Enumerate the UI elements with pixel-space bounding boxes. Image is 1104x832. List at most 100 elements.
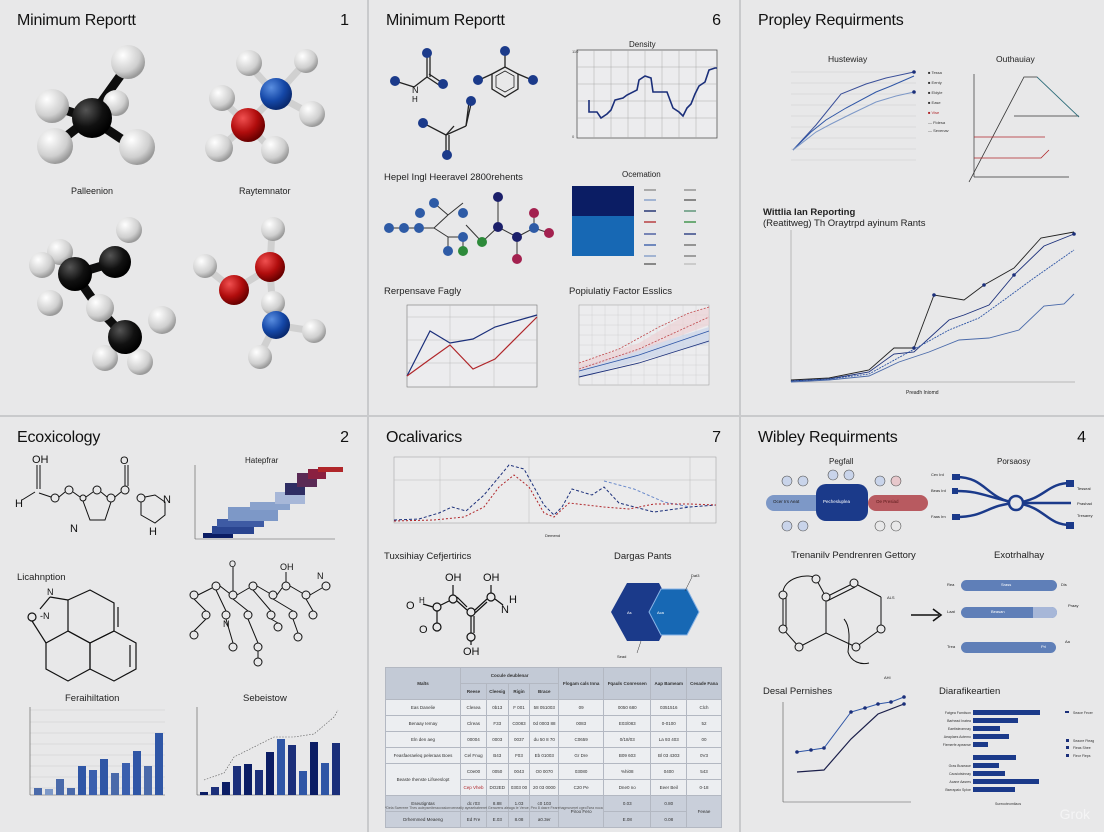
svg-text:Seace Fecer: Seace Fecer bbox=[1073, 711, 1094, 715]
chart3-subtitle: (Reatitweg) Th Oraytrpd ayinum Rants bbox=[763, 218, 926, 229]
network-graph bbox=[384, 192, 554, 264]
pathway-left-1: Cev Ird bbox=[931, 472, 944, 477]
flow-node-right: Oe Presiad bbox=[876, 499, 899, 504]
pathway-left-3: Faas Irn bbox=[931, 514, 946, 519]
stacked-block-legend bbox=[572, 186, 696, 265]
density-line-chart: 110 0 bbox=[572, 49, 718, 139]
svg-text:H: H bbox=[412, 95, 418, 104]
svg-text:Acane Aasres: Acane Aasres bbox=[949, 780, 971, 784]
svg-text:N: N bbox=[317, 571, 324, 581]
struct-label-als: ALS bbox=[887, 595, 895, 600]
struct-title: Trenanilv Pendrenren Gettory bbox=[791, 550, 916, 561]
two-series-line-chart bbox=[406, 304, 538, 388]
svg-text:Caosiotsinnay: Caosiotsinnay bbox=[949, 772, 971, 776]
panel-minimum-report-1: Minimum Reportt 1 bbox=[0, 0, 367, 415]
svg-text:N: N bbox=[47, 587, 54, 597]
panel-propley-requirements: Propley Requirments Hustewiay ■ Tessa ■ E… bbox=[741, 0, 1104, 415]
table-header-cell: Fqauls Conressen bbox=[602, 667, 652, 700]
bar-chart2-title: Sebeistow bbox=[243, 693, 287, 704]
range-bar bbox=[961, 642, 1056, 653]
svg-text:Fleas Shee: Fleas Shee bbox=[1073, 746, 1091, 750]
data-table: Malts Cocule deublenar Flogam cals Inna … bbox=[385, 667, 722, 828]
range-title: Exotrhalhay bbox=[994, 550, 1045, 561]
table-row: Cep Vheb DO2ED 0303 00 20 03 0000 C20 Pe Dne0… bbox=[386, 779, 722, 796]
table-row: Feasfaeraeleq peleraas Boes Cel Fnug B43 F0… bbox=[385, 747, 722, 764]
svg-text:Fatgea Famiison: Fatgea Famiison bbox=[945, 711, 971, 715]
svg-text:■ Eenty: ■ Eenty bbox=[928, 80, 942, 85]
molecule-methane-3d bbox=[29, 45, 326, 375]
hbar-title: Diarafikeartien bbox=[939, 686, 1001, 697]
svg-text:N: N bbox=[70, 523, 78, 535]
x-axis-label: Demend bbox=[545, 533, 561, 538]
table-footnote: *Dela Swereee Thes aulepsmiteraovasiorro… bbox=[385, 806, 603, 810]
table-subheader-cell: Brace bbox=[529, 683, 560, 700]
panel-number: 1 bbox=[340, 12, 349, 29]
panel-minimum-report-6: Minimum Reportt 6 N H Density 110 0 Hepel… bbox=[369, 0, 739, 415]
svg-text:■ Vise: ■ Vise bbox=[928, 110, 940, 115]
svg-text:Flemerfe apeanse: Flemerfe apeanse bbox=[943, 743, 971, 747]
line-chart-title: Desal Pernishes bbox=[763, 686, 833, 697]
chart3-title: Wittlia Ian Reporting bbox=[763, 207, 856, 218]
range-label: Beasan bbox=[991, 609, 1005, 614]
range-label: Praay bbox=[1068, 603, 1079, 608]
legend-chart-title: Ocemation bbox=[622, 170, 661, 179]
fused-ring-structure: N -N bbox=[27, 587, 137, 682]
svg-text:— Fidesa: — Fidesa bbox=[928, 120, 946, 125]
two-series-line-chart bbox=[782, 695, 911, 803]
svg-text:H: H bbox=[509, 594, 517, 606]
svg-text:O: O bbox=[406, 600, 415, 612]
bar-chart-1 bbox=[29, 707, 165, 796]
skeletal-chain-structure: OH H O N N H bbox=[15, 454, 171, 538]
table-header-cell: Cesade Fana bbox=[686, 667, 722, 700]
panel-title: Minimum Reportt bbox=[386, 12, 505, 29]
venn-bottom-label: Sead bbox=[617, 654, 627, 659]
svg-text:Fleor Fleps: Fleor Fleps bbox=[1073, 754, 1091, 758]
svg-text:0: 0 bbox=[572, 134, 575, 139]
cumulative-line-chart bbox=[790, 230, 1076, 383]
svg-text:OH: OH bbox=[32, 454, 49, 466]
pathway-right-3: Tresarey bbox=[1077, 513, 1093, 518]
line-chart-title: Rerpensave Fagly bbox=[384, 286, 462, 297]
pathway-right-2: Prashad bbox=[1077, 501, 1092, 506]
band-line-chart bbox=[578, 304, 710, 386]
svg-text:■ Ease: ■ Ease bbox=[928, 100, 941, 105]
watermark-logo: Grok bbox=[1059, 806, 1090, 822]
multi-line-growth-chart: ■ Tessa ■ Eenty ■ Eldyle ■ Ease ■ Vise — Fide… bbox=[791, 70, 949, 161]
bar-line-combo-chart bbox=[196, 707, 340, 796]
table-header-cell: Flogam cals Inna bbox=[558, 667, 604, 700]
table-footer-row: Drhemmed Meaeng Ed Fre E.03 8.08 a0.3er E.08 0… bbox=[385, 811, 722, 828]
range-label: Pri bbox=[1041, 644, 1046, 649]
panel-number: 4 bbox=[1077, 429, 1086, 446]
chart2-title: Outhauiay bbox=[996, 54, 1035, 64]
venn-title: Dargas Pants bbox=[614, 551, 672, 562]
flow-node-left: Ocer Irs Aeat bbox=[773, 499, 800, 504]
pathway-right-1: Tesseal bbox=[1077, 486, 1091, 491]
table-subheader-cell: Reese bbox=[459, 683, 488, 700]
step-chart-title: Hatepfrar bbox=[245, 456, 279, 465]
pathway-left-2: Beas Ird bbox=[931, 488, 946, 493]
svg-text:H: H bbox=[419, 596, 425, 605]
pathway-diagram bbox=[952, 474, 1074, 529]
svg-text:Eaetisteomnay: Eaetisteomnay bbox=[948, 727, 971, 731]
range-label: Aa bbox=[1065, 639, 1070, 644]
svg-text:N: N bbox=[412, 85, 419, 95]
range-label: Trea bbox=[947, 644, 956, 649]
band-chart-title: Popiulatiy Factor Esslics bbox=[569, 286, 672, 297]
svg-text:H: H bbox=[15, 498, 23, 510]
svg-text:OH: OH bbox=[280, 562, 294, 572]
molecule-label-b: Raytemnator bbox=[239, 186, 291, 196]
panel-title: Minimum Reportt bbox=[17, 12, 136, 29]
panel-title: Ecoxicology bbox=[17, 429, 101, 446]
range-label: Rea bbox=[947, 582, 955, 587]
svg-text:Seaore Fteag: Seaore Fteag bbox=[1073, 739, 1094, 743]
panel-number: 2 bbox=[340, 429, 349, 446]
range-label: Dis bbox=[1061, 582, 1067, 587]
svg-text:-N: -N bbox=[40, 611, 50, 621]
table-row: Benaay Iemay Clreas F33 C0083 0d 0003 88 0083… bbox=[385, 715, 722, 732]
table-subheader-cell: Cleesig bbox=[486, 683, 509, 700]
chart1-title: Hustewiay bbox=[828, 54, 868, 64]
struct-label-ahi: AHI bbox=[884, 675, 891, 680]
horizontal-bar-chart: Fatgea Famiison Barhead Inatea Eaetisteomn… bbox=[943, 710, 1094, 806]
flow-title: Pegfall bbox=[829, 457, 854, 466]
flow-diagram bbox=[766, 469, 928, 532]
